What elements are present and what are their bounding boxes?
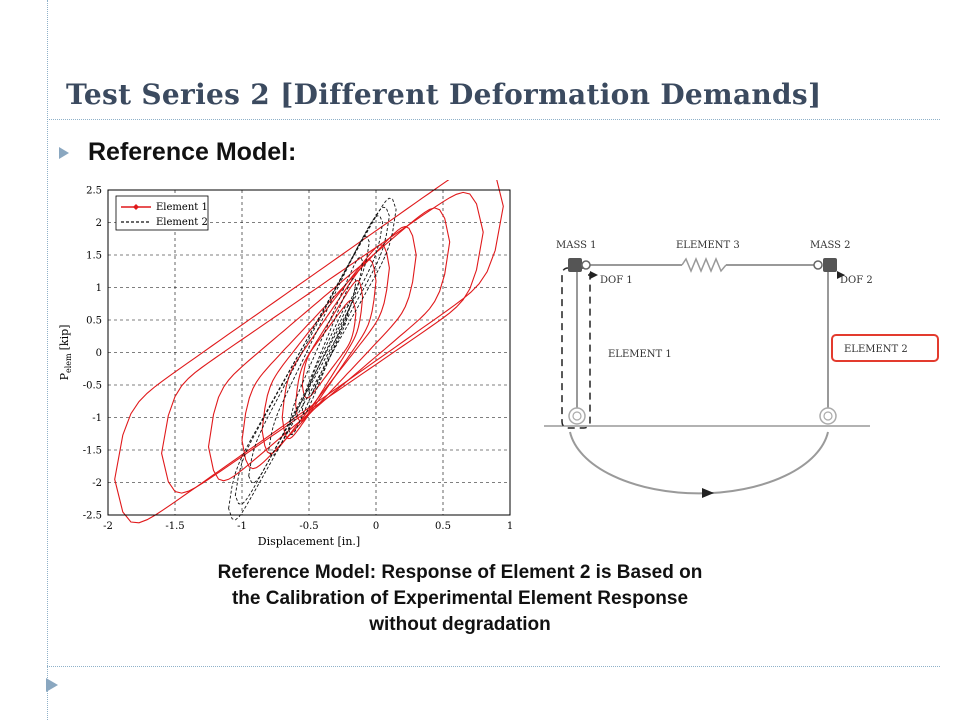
tick-labels: -2 -1.5 -1 -0.5 0 0.5 1 2.5 2 1.5 1 0.5 0 -0.5 -1 -1.5 -… [83,186,513,533]
slide-title: Test Series 2 [Different Deformation Dem… [66,78,822,111]
slide-nav-arrow-icon [46,678,58,692]
x-tick-label: -1 [237,521,247,532]
plot-frame [107,189,511,516]
y-tick-label: -0.5 [83,381,102,392]
element-2-hysteresis-loop [301,277,357,415]
y-axis-symbol: P [58,372,71,380]
x-tick-label: 0 [373,521,379,532]
element-2-label: ELEMENT 2 [844,344,908,355]
footer-divider [47,666,940,667]
x-tick-label: -2 [103,521,113,532]
y-axis-subscript: elem [64,353,73,373]
y-tick-label: 0 [96,348,102,359]
element-1-hysteresis-loop [161,191,484,494]
caption-line-2: the Calibration of Experimental Element … [231,588,689,609]
y-tick-label: 0.5 [86,316,102,327]
y-tick-label: -1.5 [83,446,102,457]
y-tick-label: 2 [96,218,102,229]
y-tick-label: -1 [92,413,102,424]
element-1-base-spring-icon [568,407,586,425]
x-axis-label: Displacement [in.] [258,535,360,548]
y-tick-label: 1.5 [86,251,102,262]
y-axis-unit: [kip] [58,325,71,351]
dof-1-arrow-icon [590,271,598,279]
element-2-base-spring-icon [819,407,837,425]
element-2-hysteresis-loop [228,197,397,521]
chart-legend: Element 1 Element 2 [115,195,209,231]
mass-2-block [823,258,837,272]
element-1-base-spring-inner [572,411,582,421]
caption-line-1: Reference Model: Response of Element 2 i… [217,562,703,583]
model-schematic: MASS 1 ELEMENT 3 MASS 2 DOF 1 DOF 2 ELEM… [544,240,939,498]
element-2-hysteresis-loop [308,304,350,395]
element-2-hysteresis-loop [248,215,384,484]
y-tick-label: 2.5 [86,186,102,197]
figure-caption: Reference Model: Response of Element 2 i… [160,560,760,638]
mass-1-block [568,258,582,272]
bullet-text: Reference Model: [88,138,297,166]
mass-2-node [813,260,823,270]
element-1-hysteresis-loop [301,299,357,399]
caption-line-3: without degradation [369,614,551,635]
dof-2-label: DOF 2 [840,275,873,286]
left-margin-line [47,0,48,720]
element-3-spring [681,257,727,273]
element-2-highlight-box [831,334,939,362]
bullet-item: Reference Model: [58,138,296,167]
legend-marker-element-1 [133,204,139,210]
legend-label-element-1: Element 1 [156,202,208,213]
x-tick-label: 1 [507,521,513,532]
mass-2-label: MASS 2 [810,240,851,251]
x-tick-label: -0.5 [299,521,318,532]
element-1-dashed-outline [561,267,591,429]
element-3-label: ELEMENT 3 [676,240,740,251]
hysteresis-chart: -2 -1.5 -1 -0.5 0 0.5 1 2.5 2 1.5 1 0.5 0 -0.5 -1 -1.5 -… [58,180,513,548]
element-2-hysteresis-loop [288,256,364,436]
legend-label-element-2: Element 2 [156,217,208,228]
mass-1-node [581,260,591,270]
element-1-hysteresis-loop [114,180,504,524]
element-1-hysteresis-loop [241,225,417,470]
svg-text:Pelem[kip]: Pelem [kip] [58,325,73,381]
element-2-base-spring-inner [823,411,833,421]
chart-grid [108,190,510,515]
y-tick-label: -2.5 [83,511,102,522]
y-axis-label: Pelem [kip] [58,325,73,381]
element-2-hysteresis-loop [234,206,390,505]
chart-series-group [114,180,504,524]
x-tick-label: 0.5 [435,521,451,532]
ground-arc [569,431,829,495]
y-tick-label: -2 [92,478,102,489]
dof-2-arrow-icon [837,271,845,279]
x-tick-label: -1.5 [165,521,184,532]
element-1-hysteresis-loop [261,244,390,455]
element-1-label: ELEMENT 1 [608,349,672,360]
title-divider [47,119,940,120]
bullet-arrow-icon [59,146,69,159]
dof-1-label: DOF 1 [600,275,633,286]
arc-arrow-icon [702,488,714,498]
y-tick-label: 1 [96,283,102,294]
mass-1-label: MASS 1 [556,240,597,251]
element-1-hysteresis-loop [207,207,451,482]
